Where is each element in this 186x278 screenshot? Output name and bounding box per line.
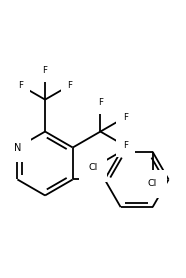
Text: F: F (68, 81, 73, 90)
Text: N: N (14, 143, 21, 153)
Text: F: F (123, 113, 128, 122)
Text: F: F (123, 142, 128, 150)
Text: F: F (98, 98, 103, 107)
Text: Cl: Cl (148, 179, 157, 188)
Text: F: F (43, 66, 48, 75)
Text: Cl: Cl (88, 163, 98, 172)
Text: F: F (18, 81, 23, 90)
